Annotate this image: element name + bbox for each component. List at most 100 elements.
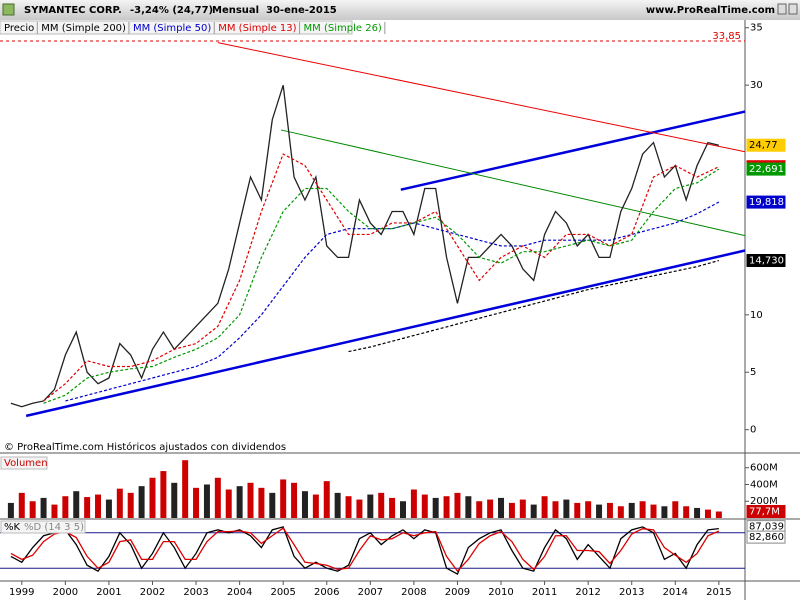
bar bbox=[704, 509, 711, 518]
value-label-box bbox=[746, 504, 786, 518]
y-tick-label: 400M bbox=[750, 479, 778, 490]
x-tick-label: 2012 bbox=[575, 587, 600, 598]
value-label: 14,730 bbox=[749, 256, 784, 267]
bar bbox=[508, 502, 515, 518]
x-tick-label: 2004 bbox=[227, 587, 252, 598]
bar bbox=[7, 502, 14, 518]
bar bbox=[628, 502, 635, 518]
legend-bg bbox=[0, 20, 353, 35]
bar bbox=[40, 497, 47, 518]
change: -3,24% (24,77) bbox=[130, 5, 213, 16]
bar bbox=[116, 488, 123, 518]
bar bbox=[443, 496, 450, 518]
bar bbox=[236, 486, 243, 518]
bar bbox=[193, 487, 200, 518]
bar bbox=[661, 506, 668, 518]
value-label: 87,039 bbox=[749, 522, 784, 533]
bar bbox=[389, 497, 396, 518]
site[interactable]: www.ProRealTime.com bbox=[646, 5, 775, 16]
bar bbox=[585, 501, 592, 518]
series-line bbox=[348, 259, 720, 353]
legend-entry: MM (Simple 13) bbox=[218, 23, 296, 34]
y-tick-label: 600M bbox=[750, 463, 778, 474]
series-line bbox=[10, 84, 720, 408]
bar bbox=[95, 494, 102, 518]
x-tick-label: 2002 bbox=[140, 587, 165, 598]
bar bbox=[650, 504, 657, 518]
bar bbox=[160, 471, 167, 518]
value-label-box bbox=[746, 195, 786, 209]
value-label-box bbox=[746, 162, 786, 176]
bar bbox=[258, 487, 265, 518]
period: Mensual bbox=[212, 5, 259, 16]
bar bbox=[280, 479, 287, 518]
series-line bbox=[10, 526, 719, 576]
bar bbox=[171, 482, 178, 518]
x-tick-label: 2010 bbox=[488, 587, 513, 598]
icon[interactable] bbox=[788, 3, 798, 15]
panel-title-bg bbox=[0, 456, 48, 470]
series-line bbox=[10, 527, 720, 573]
x-tick-label: 2014 bbox=[663, 587, 688, 598]
bar bbox=[73, 491, 80, 518]
expand-icon[interactable] bbox=[2, 3, 15, 16]
legend-entry: Precio bbox=[4, 23, 34, 34]
bar bbox=[29, 501, 36, 518]
bar bbox=[606, 502, 613, 518]
bar bbox=[519, 499, 526, 518]
bar bbox=[672, 501, 679, 518]
series-line bbox=[65, 201, 720, 402]
panel-title-bg bbox=[0, 520, 86, 534]
bar bbox=[530, 504, 537, 518]
bar bbox=[378, 492, 385, 518]
value-label: 77,7M bbox=[749, 506, 780, 517]
window-icons bbox=[777, 3, 798, 15]
bar bbox=[149, 477, 156, 518]
x-tick-label: 1999 bbox=[9, 587, 34, 598]
y-tick-label: 5 bbox=[750, 367, 756, 378]
bar bbox=[465, 496, 472, 518]
bar bbox=[498, 497, 505, 518]
bar bbox=[247, 482, 254, 518]
bar bbox=[225, 489, 232, 518]
value-label-box bbox=[746, 138, 786, 152]
y-tick-label: 0 bbox=[750, 425, 756, 436]
bar bbox=[683, 506, 690, 518]
x-tick-label: 2003 bbox=[183, 587, 208, 598]
bar bbox=[541, 496, 548, 518]
y-tick-label: 200M bbox=[750, 496, 778, 507]
bar bbox=[51, 504, 58, 518]
bar bbox=[138, 486, 145, 518]
bar bbox=[410, 489, 417, 518]
x-tick-label: 2011 bbox=[532, 587, 557, 598]
bar bbox=[84, 497, 91, 518]
trendline bbox=[25, 249, 746, 418]
bar bbox=[552, 501, 559, 518]
icon[interactable] bbox=[777, 3, 787, 15]
copyright: © ProRealTime.com Históricos ajustados c… bbox=[4, 441, 286, 453]
bar bbox=[105, 499, 112, 518]
series-line bbox=[43, 168, 720, 404]
bar bbox=[127, 492, 134, 518]
trendline bbox=[400, 110, 746, 191]
bar bbox=[487, 499, 494, 518]
bar bbox=[269, 492, 276, 518]
trendline bbox=[217, 42, 746, 153]
bar bbox=[62, 496, 69, 518]
y-tick-label: 35 bbox=[750, 23, 763, 34]
bar bbox=[563, 499, 570, 518]
bar bbox=[356, 499, 363, 518]
x-tick-label: 2007 bbox=[358, 587, 383, 598]
series-line bbox=[43, 153, 720, 402]
panel-subtitle: %D (14 3 5) bbox=[24, 522, 84, 533]
x-tick-label: 2005 bbox=[270, 587, 295, 598]
bar bbox=[715, 511, 722, 518]
panel-title: Volumen bbox=[4, 458, 48, 469]
symbol: SYMANTEC CORP. bbox=[24, 5, 122, 16]
bar bbox=[334, 492, 341, 518]
date: 30-ene-2015 bbox=[266, 5, 337, 16]
x-tick-label: 2008 bbox=[401, 587, 426, 598]
reference-label: 33,85 bbox=[712, 31, 741, 42]
legend-entry: MM (Simple 50) bbox=[133, 23, 211, 34]
